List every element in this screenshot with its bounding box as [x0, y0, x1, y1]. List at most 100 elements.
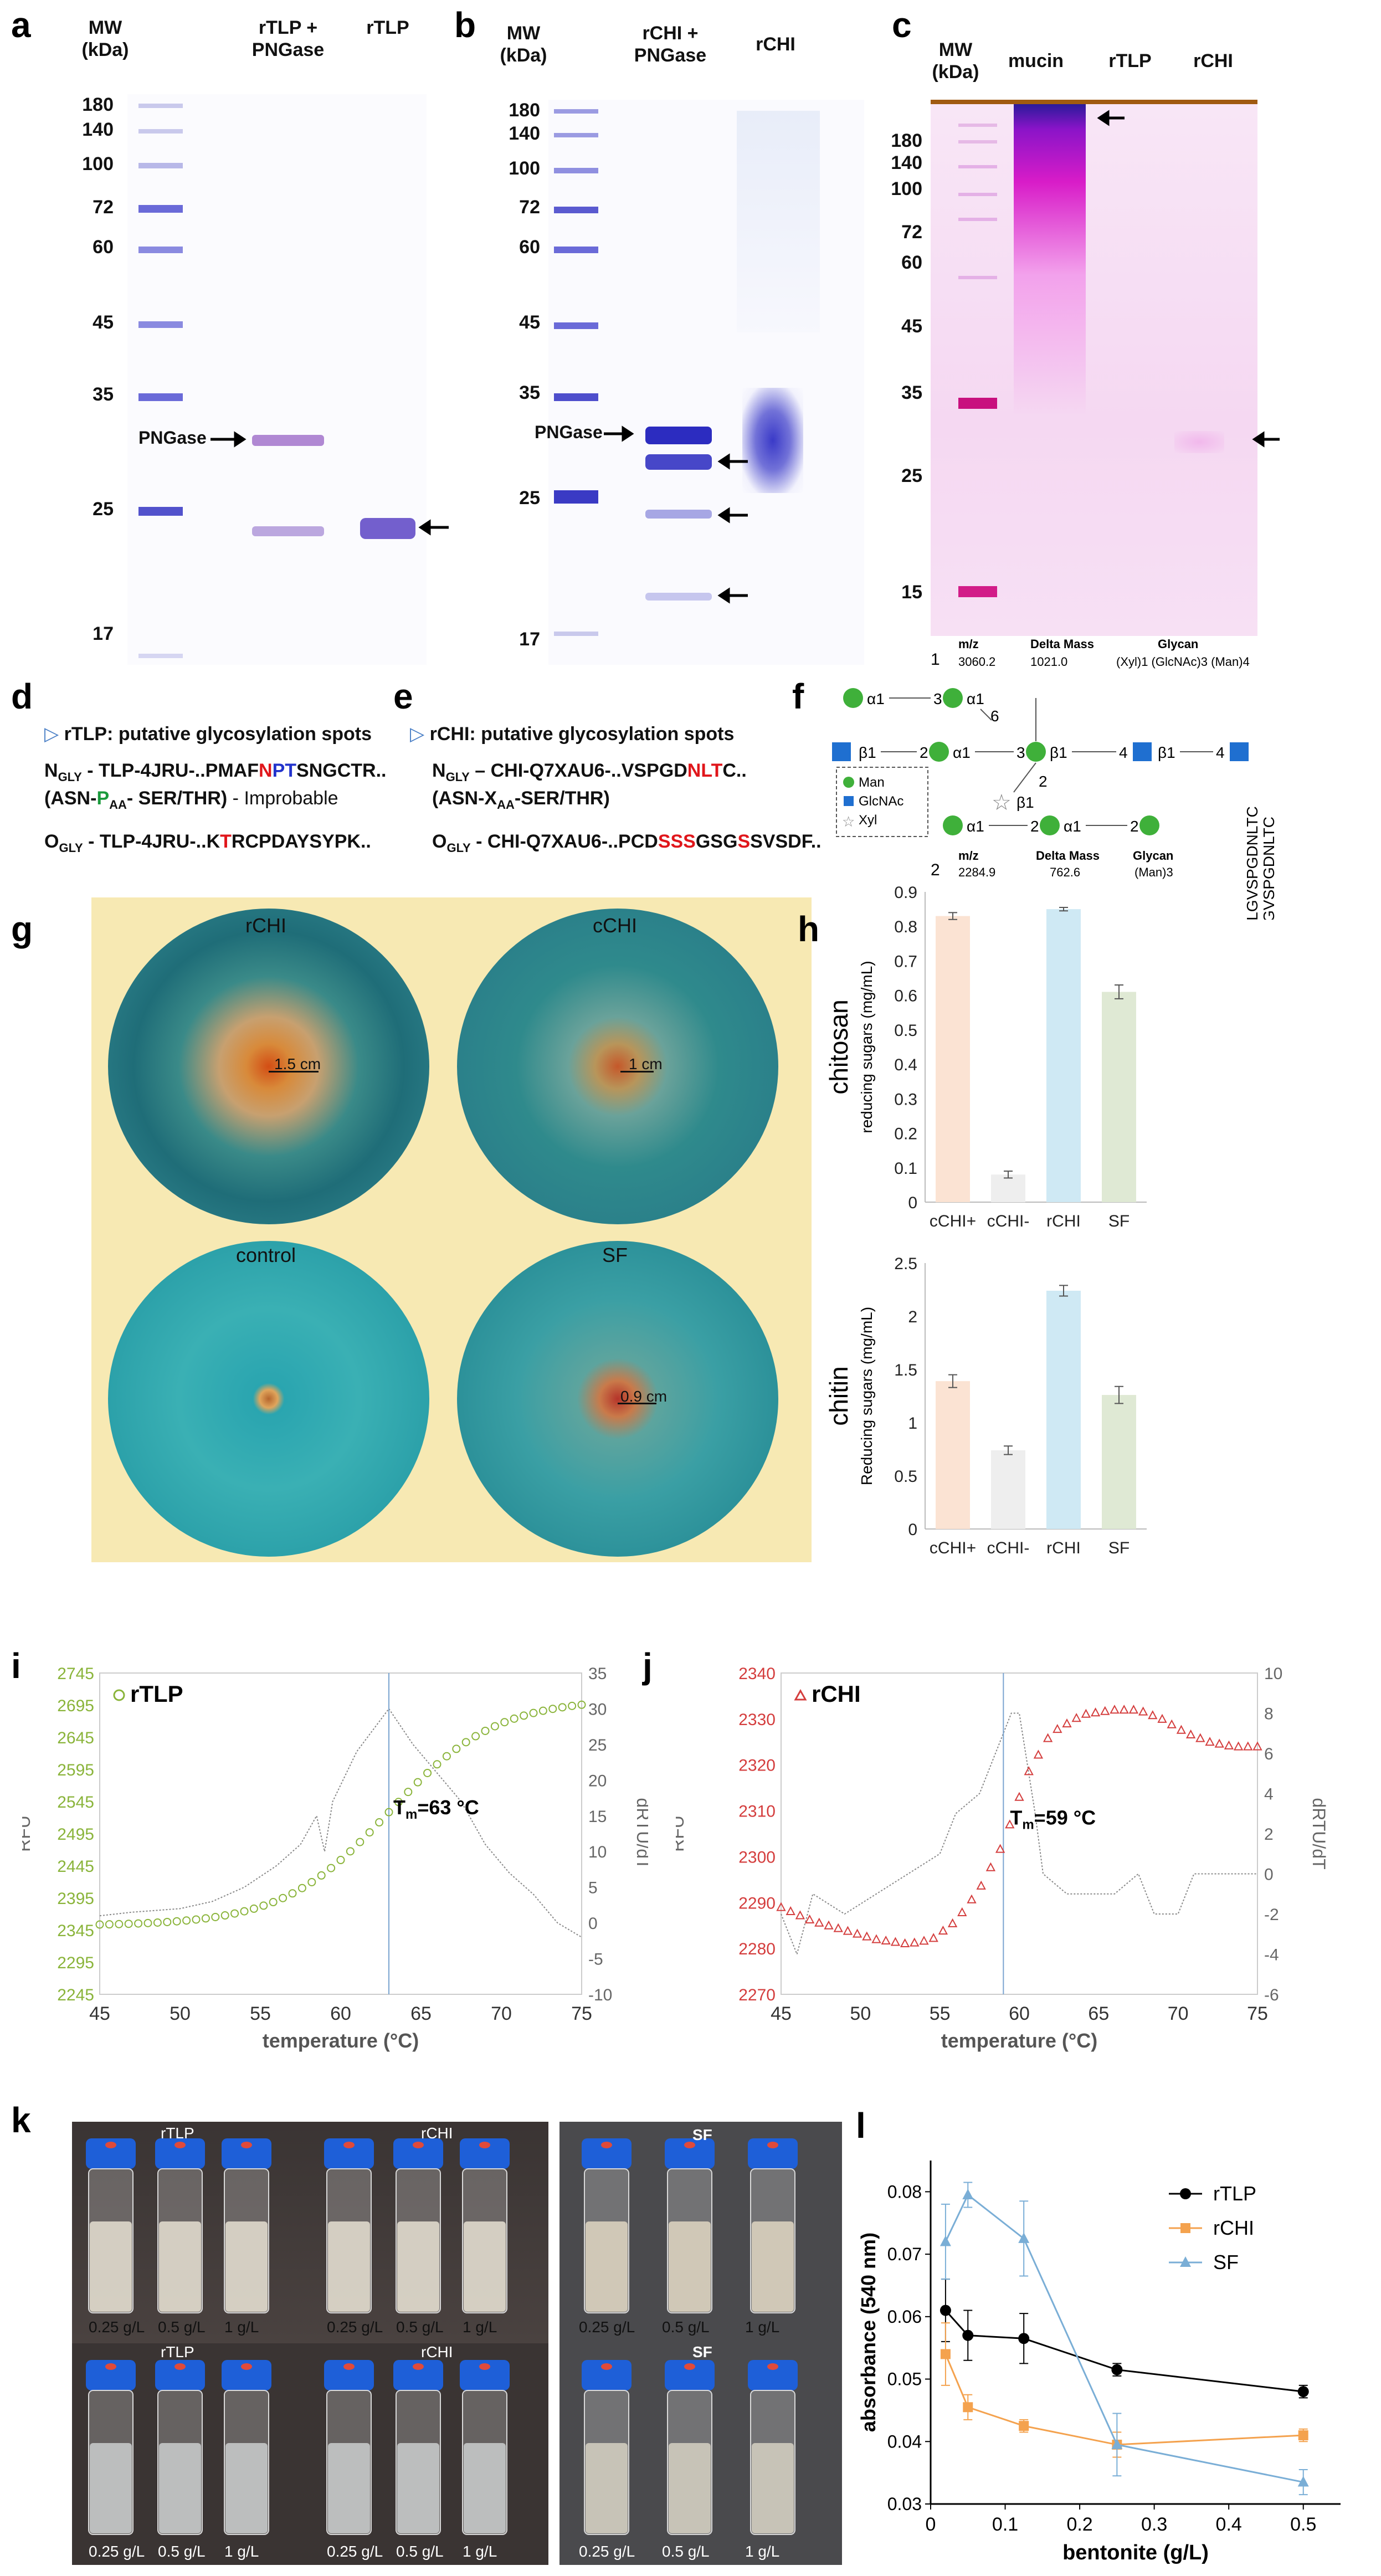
- vial-liquid: [464, 2443, 506, 2533]
- link-label: α1: [967, 818, 984, 835]
- y-axis-label: RFU: [22, 1815, 34, 1852]
- rfu-point: [938, 1925, 948, 1935]
- x-tick-label: 0.4: [1216, 2514, 1242, 2535]
- glycan2-num: 2: [931, 861, 940, 879]
- panel-e-o-gly: OGLY - CHI-Q7XAU6-..PCDSSSGSGSSVSDF..: [432, 831, 822, 855]
- rfu-point: [433, 1760, 441, 1769]
- vial-seal: [105, 2363, 116, 2370]
- y-tick-label: 2395: [57, 1890, 94, 1908]
- bar: [1102, 1395, 1136, 1529]
- gel-c-mw-140: 140: [891, 152, 922, 173]
- y-tick-label: 2295: [57, 1954, 94, 1972]
- rfu-point: [985, 1862, 996, 1871]
- legend-marker: [1180, 2223, 1190, 2233]
- panel-d-n-prefix: N: [44, 760, 58, 781]
- vial-cap: [393, 2138, 443, 2169]
- gel-a-mw-140: 140: [82, 119, 114, 140]
- gel-c-image: [931, 100, 1257, 636]
- rfu-point: [500, 1718, 509, 1727]
- y2-tick-label: 25: [588, 1736, 607, 1754]
- gel-a-pngase-label: PNGase: [138, 428, 207, 448]
- data-point: [963, 2402, 973, 2413]
- arrow-icon: [211, 431, 247, 448]
- link-label: α1: [1064, 818, 1081, 835]
- y-axis-label: Reducing sugars (mg/mL): [858, 1307, 875, 1485]
- vial-liquid: [90, 2443, 132, 2533]
- panel-e-n-seq-a: – CHI-Q7XAU6-..VSPGD: [469, 760, 687, 781]
- panel-e-rule: (ASN-XAA-SER/THR): [432, 788, 610, 812]
- link-label: 2: [1030, 818, 1039, 835]
- x-tick-label: cCHI+: [930, 1212, 976, 1230]
- vial-seal: [413, 2142, 424, 2148]
- x-tick-label: 50: [850, 2003, 871, 2024]
- rfu-point: [317, 1871, 326, 1880]
- y-tick-label: 2340: [738, 1665, 776, 1683]
- vial-seal: [174, 2142, 186, 2148]
- vial-seal: [479, 2142, 490, 2148]
- panel-label-h: h: [798, 909, 820, 949]
- gel-a-mw-17: 17: [93, 623, 114, 644]
- vial-liquid: [669, 2221, 711, 2312]
- derivative-line: [781, 1712, 1257, 1956]
- gel-a-marker-band: [138, 205, 183, 213]
- vial-group-top-rchi: rCHI: [421, 2125, 453, 2142]
- x-tick-label: 0.5: [1290, 2514, 1316, 2535]
- vial-cap: [222, 2138, 271, 2169]
- y-tick-label: 0.06: [887, 2307, 922, 2327]
- man-icon: [943, 688, 963, 708]
- legend-label: rCHI: [1213, 2216, 1254, 2239]
- rfu-point: [1233, 1741, 1244, 1751]
- rfu-point: [490, 1722, 499, 1731]
- play-icon: ▷: [410, 723, 425, 745]
- rfu-point: [1195, 1733, 1205, 1742]
- vial-liquid: [397, 2221, 439, 2312]
- vial-cap: [324, 2360, 374, 2390]
- glycan-legend-box: [836, 767, 928, 837]
- plate-label-cchi: cCHI: [593, 914, 637, 937]
- gel-a-lane-1: rTLP + PNGase: [251, 17, 325, 60]
- gel-c-mw-72: 72: [901, 222, 922, 243]
- link-label: 2: [1039, 773, 1048, 790]
- panel-label-f: f: [792, 676, 804, 716]
- rfu-point: [461, 1738, 470, 1747]
- vial-cap: [582, 2360, 632, 2390]
- rfu-point: [201, 1914, 210, 1923]
- rfu-point: [1033, 1749, 1044, 1759]
- rfu-point: [288, 1889, 297, 1898]
- y-tick-label: 0: [908, 1194, 917, 1212]
- gel-c-mw-header: MW (kDa): [932, 39, 979, 83]
- rfu-point: [220, 1911, 229, 1920]
- ruler-icon: [620, 1071, 654, 1073]
- panel-label-d: d: [11, 676, 33, 716]
- vial-liquid: [586, 2443, 628, 2533]
- gel-b-marker-band: [554, 490, 598, 504]
- x-tick-label: cCHI+: [930, 1539, 976, 1557]
- arrow-icon: [717, 453, 748, 470]
- chart-j-rchi: 2270 2280 2290 2300 2310 2320 2330 2340 -6 -4 -2 0 2…: [676, 1665, 1329, 2052]
- series-line: [944, 2310, 1303, 2393]
- y2-tick-label: 5: [588, 1879, 598, 1897]
- rfu-point: [1100, 1706, 1110, 1715]
- glycan1-glycan-label: Glycan: [1158, 637, 1198, 651]
- panel-e-n-prefix: N: [432, 760, 446, 781]
- y-tick-label: 0.08: [887, 2182, 922, 2202]
- vial-seal: [684, 2142, 695, 2148]
- panel-e-title-text: rCHI: putative glycosylation spots: [429, 723, 735, 745]
- rfu-point: [967, 1894, 977, 1903]
- vial-seal: [174, 2363, 186, 2370]
- rfu-point: [976, 1880, 986, 1890]
- y-axis-label: absorbance (540 nm): [859, 2233, 880, 2432]
- vial-conc: 1 g/L: [463, 2543, 497, 2560]
- y-tick-label: 2300: [738, 1848, 776, 1866]
- y2-tick-label: 10: [588, 1843, 607, 1861]
- rfu-point: [143, 1918, 152, 1927]
- vial-seal: [601, 2142, 612, 2148]
- gel-c-mw-15: 15: [901, 582, 922, 603]
- rfu-point: [568, 1701, 577, 1710]
- vial-seal: [767, 2363, 778, 2370]
- vial-seal: [343, 2142, 355, 2148]
- plate-control: [108, 1241, 429, 1557]
- plate-label-sf: SF: [602, 1244, 628, 1266]
- legend-marker: [1180, 2188, 1191, 2199]
- vial-seal: [601, 2363, 612, 2370]
